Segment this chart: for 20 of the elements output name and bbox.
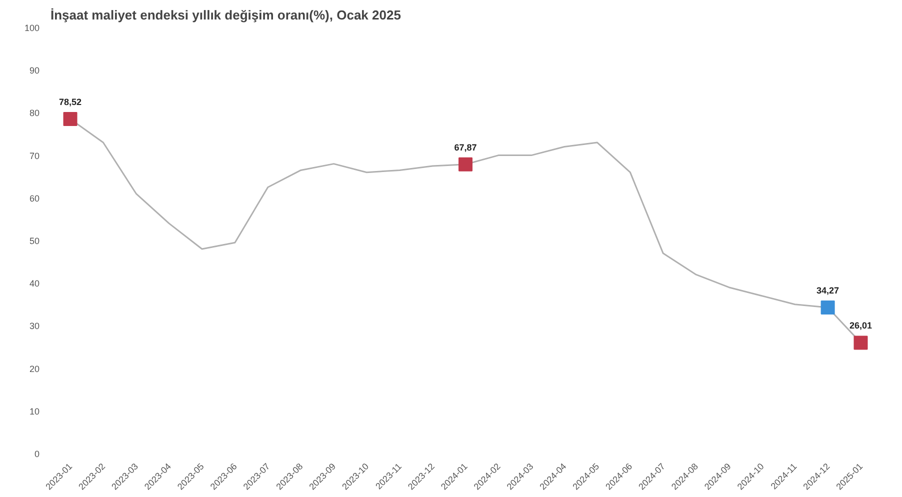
y-tick-label: 0 [34,449,40,459]
y-tick-label: 40 [29,278,40,289]
y-tick-label: 10 [29,406,40,416]
y-tick-label: 60 [29,193,40,204]
data-label: 78,52 [59,97,82,108]
data-label: 67,87 [454,142,477,152]
point [63,112,78,126]
y-tick-label: 70 [29,150,40,161]
y-tick-label: 100 [24,23,40,33]
y-tick-label: 80 [29,108,40,118]
y-tick-label: 50 [29,236,40,246]
point [820,300,835,315]
point [854,336,868,350]
y-tick-label: 90 [29,66,40,76]
y-tick-label: 20 [29,364,40,374]
chart-title: İnşaat maliyet endeksi yıllık değişim oranı(%), Ocak 2025 [50,8,401,22]
y-tick-label: 30 [29,321,40,332]
data-label: 26,01 [849,320,872,331]
point [458,157,472,172]
data-label: 34,27 [816,286,840,296]
